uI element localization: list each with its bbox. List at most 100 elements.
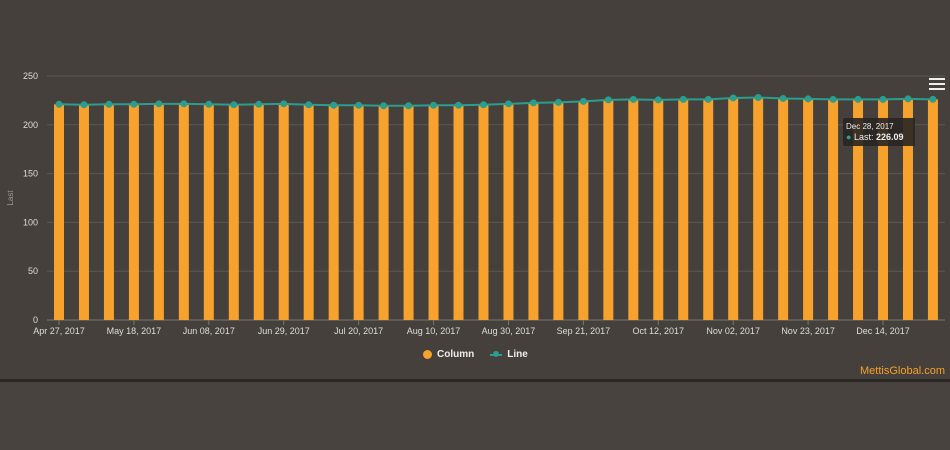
bar <box>478 104 489 321</box>
x-tick-label: Aug 30, 2017 <box>482 326 536 336</box>
bar <box>428 105 439 320</box>
line-point <box>405 102 413 110</box>
legend-label: Column <box>437 349 475 360</box>
line-point <box>579 97 587 105</box>
legend-item-column[interactable]: Column <box>423 349 474 360</box>
line-point <box>554 98 562 106</box>
line-point <box>779 94 787 102</box>
bar <box>278 103 289 320</box>
x-tick-label: Aug 10, 2017 <box>407 326 461 336</box>
line-point <box>380 102 388 110</box>
y-tick-label: 200 <box>23 120 38 130</box>
tooltip-dot-icon: ● <box>846 132 852 142</box>
line-point <box>105 100 113 108</box>
y-tick-label: 0 <box>33 315 38 325</box>
x-tick-label: Jun 08, 2017 <box>183 326 235 336</box>
line-point <box>604 96 612 104</box>
bar <box>128 104 139 320</box>
bar <box>503 103 514 320</box>
chart: 0 50 100 150 200 250 Last Apr 27, 2017 May 18, 2… <box>6 71 945 336</box>
line-point <box>80 101 88 109</box>
line-point <box>479 101 487 109</box>
y-axis-label: Last <box>6 190 15 206</box>
bar <box>553 102 564 321</box>
bar <box>328 105 339 320</box>
bar <box>703 99 714 320</box>
bar <box>878 99 889 320</box>
line-point <box>155 100 163 108</box>
bar <box>753 97 764 320</box>
x-tick-label: Nov 23, 2017 <box>781 326 835 336</box>
line-point <box>804 95 812 103</box>
line-point <box>754 93 762 101</box>
footer-band <box>0 382 950 450</box>
bar <box>927 99 938 321</box>
x-tick-label: Jul 20, 2017 <box>334 326 383 336</box>
x-tick-label: May 18, 2017 <box>107 326 162 336</box>
line-point <box>854 95 862 103</box>
bar <box>303 104 314 321</box>
bar <box>528 102 539 320</box>
bar <box>78 104 89 321</box>
y-tick-label: 150 <box>23 169 38 179</box>
bar <box>803 98 814 320</box>
line-point <box>55 100 63 108</box>
line-point <box>879 95 887 103</box>
bar <box>228 104 239 321</box>
line-point <box>929 95 937 103</box>
bar <box>453 105 464 320</box>
bar <box>378 105 389 320</box>
bar <box>603 99 614 320</box>
line-point <box>729 94 737 102</box>
x-tick-label: Dec 14, 2017 <box>856 326 910 336</box>
line-point <box>704 95 712 103</box>
bar <box>653 99 664 320</box>
tooltip-value: 226.09 <box>875 132 904 142</box>
line-point <box>455 101 463 109</box>
line-point <box>904 95 912 103</box>
tooltip-label: Last: <box>853 132 874 142</box>
y-tick-label: 100 <box>23 217 38 227</box>
x-tick-label: Oct 12, 2017 <box>633 326 685 336</box>
bar <box>902 98 913 320</box>
y-tick-label: 50 <box>28 266 38 276</box>
bar <box>578 101 589 320</box>
bar <box>103 104 114 320</box>
x-tick-label: Jun 29, 2017 <box>258 326 310 336</box>
bar <box>728 97 739 321</box>
legend-item-line[interactable]: Line <box>490 349 528 360</box>
line-point <box>654 96 662 104</box>
line-point <box>130 100 138 108</box>
line-point <box>430 101 438 109</box>
bar <box>203 104 214 320</box>
bar <box>853 99 864 320</box>
line-point <box>180 100 188 108</box>
bar <box>778 98 789 320</box>
bar <box>678 99 689 320</box>
bar <box>153 103 164 320</box>
line-point <box>355 101 363 109</box>
line-point <box>679 95 687 103</box>
legend-label: Line <box>507 349 528 360</box>
bar <box>54 104 64 320</box>
series-line <box>58 96 933 107</box>
tooltip: Dec 28, 2017 ● Last: 226.09 <box>843 118 915 146</box>
tooltip-date: Dec 28, 2017 <box>846 122 894 131</box>
line-point <box>230 101 238 109</box>
line-point <box>504 100 512 108</box>
bar <box>253 104 264 320</box>
chart-menu-button[interactable] <box>929 78 945 92</box>
bar <box>403 105 414 320</box>
line-point <box>330 101 338 109</box>
y-tick-label: 250 <box>23 71 38 81</box>
credit-link[interactable]: MettisGlobal.com <box>860 365 945 377</box>
line-point <box>280 100 288 108</box>
line-point <box>829 95 837 103</box>
line-point <box>255 100 263 108</box>
x-tick-label: Apr 27, 2017 <box>33 326 85 336</box>
bar <box>628 99 639 320</box>
line-point <box>205 100 213 108</box>
line-point <box>529 99 537 107</box>
legend: Column Line <box>423 349 528 360</box>
bar <box>178 103 189 320</box>
